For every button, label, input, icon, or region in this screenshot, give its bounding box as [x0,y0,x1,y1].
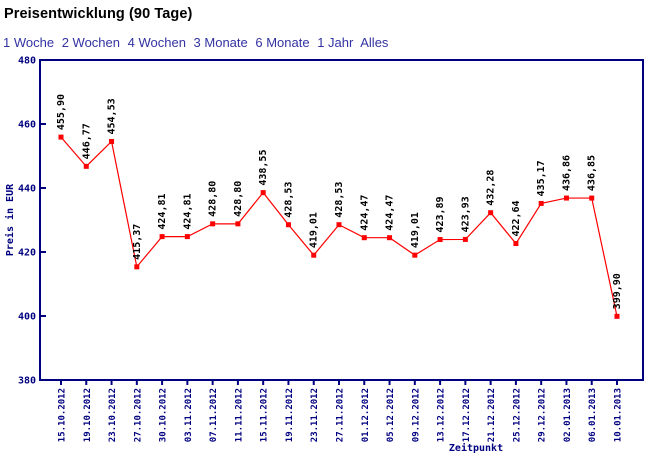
data-point [513,241,519,247]
data-point [361,235,367,241]
data-point-label: 415,37 [132,224,143,260]
price-chart: 380 400 420 440 460 480 15.10.2012 19.10.2012 23… [0,55,651,459]
data-point [83,163,89,169]
x-tick-label: 23.11.2012 [310,388,320,442]
data-point-label: 424,47 [359,195,370,231]
x-tick-label: 10.01.2013 [614,388,624,442]
data-point-label: 424,47 [385,195,396,231]
x-tick-label: 23.10.2012 [108,388,118,442]
x-tick-label: 11.11.2012 [234,388,244,442]
x-tick-label: 21.12.2012 [487,388,497,442]
x-tick-label: 15.11.2012 [260,388,270,442]
data-point [387,235,393,241]
data-point-label: 419,01 [410,212,421,248]
data-point-label: 432,28 [486,170,497,206]
x-tick-label: 25.12.2012 [512,388,522,442]
x-tick-label: 03.11.2012 [184,388,194,442]
x-tick-label: 13.12.2012 [437,388,447,442]
y-tick-label: 420 [18,248,36,259]
x-tick-label: 06.01.2013 [588,388,598,442]
y-tick-label: 400 [18,312,36,323]
y-tick-label: 440 [18,184,36,195]
data-point [614,313,620,319]
range-link-1-jahr[interactable]: 1 Jahr [317,35,354,50]
x-tick-label: 09.12.2012 [411,388,421,442]
data-point-label: 424,81 [157,193,168,229]
y-tick-label: 460 [18,120,36,131]
range-link-3-monate[interactable]: 3 Monate [193,35,248,50]
data-point-label: 424,81 [182,193,193,229]
range-link-2-wochen[interactable]: 2 Wochen [61,35,120,50]
data-point-label: 423,93 [460,196,471,232]
data-point-label: 454,53 [107,98,118,134]
range-link-6-monate[interactable]: 6 Monate [255,35,310,50]
data-point-label: 423,89 [435,196,446,232]
data-point [235,221,241,227]
data-point-label: 428,80 [208,181,219,217]
x-tick-label: 01.12.2012 [361,388,371,442]
data-point [184,234,190,240]
x-tick-label: 27.10.2012 [133,388,143,442]
data-point [109,139,115,145]
data-point [159,234,165,240]
data-point [538,200,544,206]
x-tick-label: 29.12.2012 [538,388,548,442]
x-tick-label: 17.12.2012 [462,388,472,442]
data-point [412,252,418,258]
page-title: Preisentwicklung (90 Tage) [4,6,193,22]
data-point [285,222,291,228]
data-point [563,195,569,201]
data-point [589,195,595,201]
data-point [134,264,140,270]
y-tick-label: 380 [18,376,36,387]
data-point-label: 436,85 [587,155,598,191]
x-tick-label: 19.10.2012 [83,388,93,442]
data-point [462,236,468,242]
data-point-label: 435,17 [536,160,547,196]
range-links: 1 Woche 2 Wochen 4 Wochen 3 Monate 6 Mon… [0,22,651,50]
data-point-label: 419,01 [309,212,320,248]
x-tick-label: 27.11.2012 [336,388,346,442]
range-link-4-wochen[interactable]: 4 Wochen [127,35,186,50]
data-point-label: 428,80 [233,181,244,217]
range-link-alles[interactable]: Alles [360,35,389,50]
data-point-label: 446,77 [81,123,92,159]
data-point [488,210,494,216]
x-tick-label: 07.11.2012 [209,388,219,442]
data-point [336,222,342,228]
data-point-label: 422,64 [511,200,522,236]
plot-border [39,59,644,381]
y-tick-label: 480 [18,56,36,67]
data-point-label: 428,53 [334,182,345,218]
data-point [437,237,443,243]
x-tick-label: 05.12.2012 [386,388,396,442]
data-point [260,190,266,196]
data-point-label: 436,86 [561,155,572,191]
data-point-label: 399,90 [612,273,623,309]
x-tick-label: 15.10.2012 [58,388,68,442]
data-point [311,252,317,258]
y-axis-title: Preis in EUR [4,183,16,256]
data-point [58,134,64,140]
chart-canvas: 380 400 420 440 460 480 15.10.2012 19.10.2012 23… [4,56,644,454]
x-tick-label: 19.11.2012 [285,388,295,442]
data-point-label: 428,53 [283,182,294,218]
range-link-1-woche[interactable]: 1 Woche [3,35,55,50]
x-axis-title: Zeitpunkt [449,442,503,454]
x-tick-label: 30.10.2012 [159,388,169,442]
data-point-label: 438,55 [258,150,269,186]
x-tick-label: 02.01.2013 [563,388,573,442]
data-point-label: 455,90 [56,94,67,130]
data-point [210,221,216,227]
